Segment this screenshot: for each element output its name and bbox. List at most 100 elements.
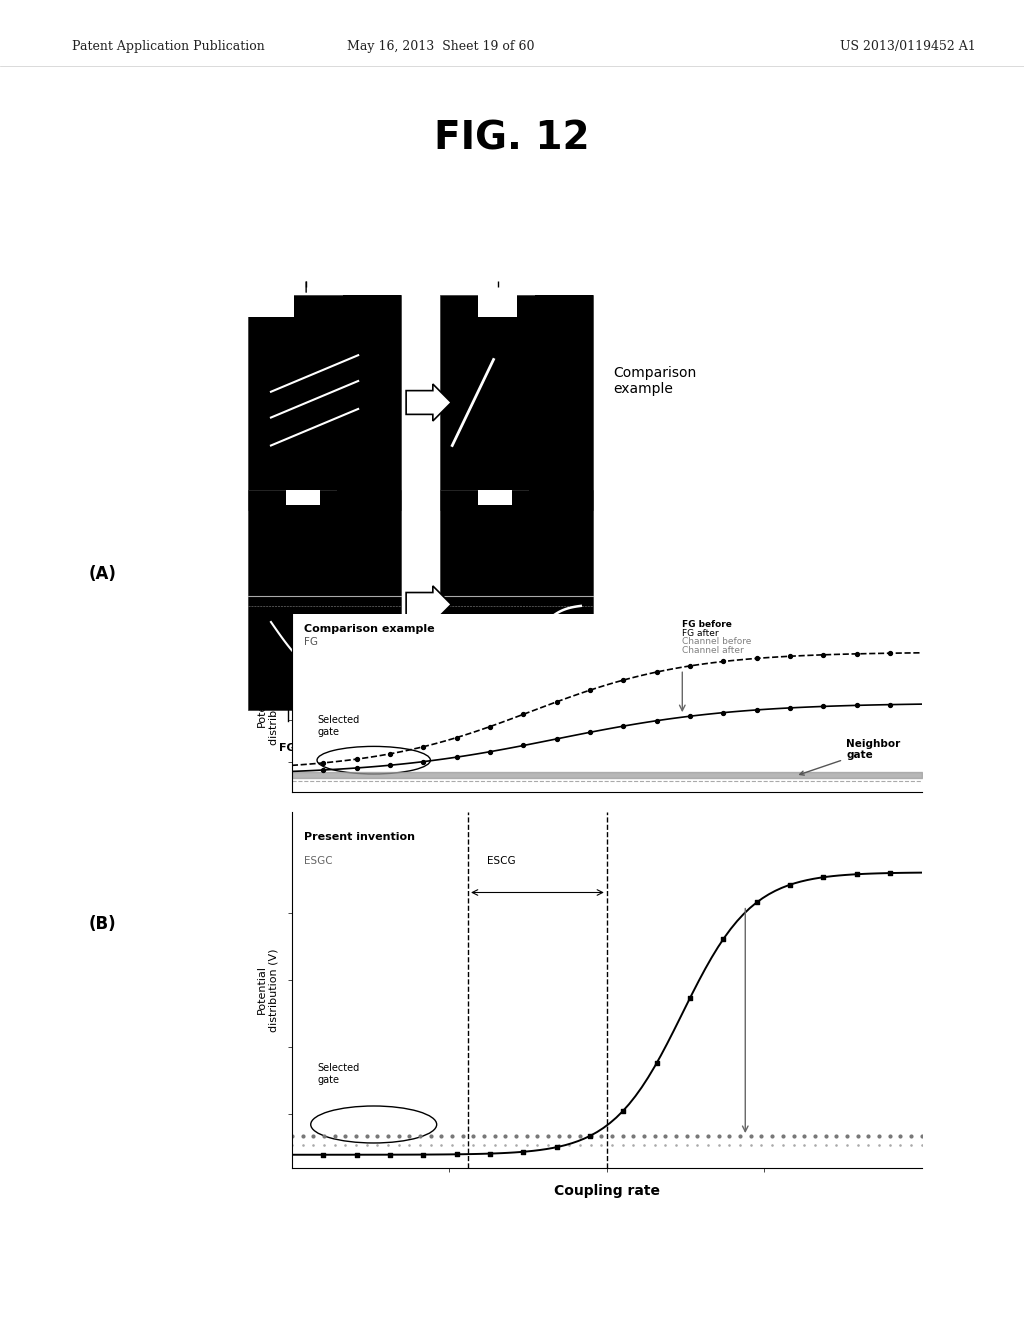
Point <box>401 1134 418 1155</box>
Point <box>390 1126 407 1147</box>
Point <box>849 863 865 884</box>
Point <box>294 1134 310 1155</box>
Point <box>561 1134 578 1155</box>
Y-axis label: Potential
distribution (V): Potential distribution (V) <box>257 948 279 1032</box>
Point <box>443 1134 460 1155</box>
Point <box>305 1126 322 1147</box>
Point <box>913 1126 930 1147</box>
Point <box>849 694 865 715</box>
Point <box>380 1126 396 1147</box>
Point <box>593 1126 609 1147</box>
Point <box>315 1126 332 1147</box>
Point <box>807 1126 823 1147</box>
Point <box>497 1134 513 1155</box>
Point <box>583 1126 599 1147</box>
Point <box>486 1126 503 1147</box>
Text: Selected
gate: Selected gate <box>317 1063 359 1085</box>
Point <box>315 759 332 780</box>
Point <box>390 1134 407 1155</box>
Point <box>668 1134 684 1155</box>
Point <box>482 715 499 737</box>
Point <box>849 643 865 664</box>
Bar <box>248 294 401 510</box>
Point <box>892 1126 908 1147</box>
Point <box>785 1126 802 1147</box>
Point <box>423 1134 439 1155</box>
Text: Selected
gate: Selected gate <box>317 715 359 737</box>
Text: FG before: FG before <box>682 620 732 630</box>
Point <box>882 1126 898 1147</box>
Point <box>636 1126 652 1147</box>
Point <box>529 1126 546 1147</box>
Point <box>742 1134 759 1155</box>
Point <box>682 987 698 1008</box>
Text: Present
invention: Present invention <box>613 618 678 648</box>
Point <box>615 669 632 690</box>
Point <box>782 697 799 718</box>
Point <box>549 729 565 750</box>
Point <box>551 1134 567 1155</box>
Point <box>305 1134 322 1155</box>
Bar <box>478 490 512 506</box>
Point <box>515 1142 531 1163</box>
Point <box>782 874 799 895</box>
Point <box>689 1134 706 1155</box>
Point <box>382 755 398 776</box>
Text: US 2013/0119452 A1: US 2013/0119452 A1 <box>840 40 976 53</box>
Text: Channel: Channel <box>317 743 368 752</box>
Point <box>774 1134 791 1155</box>
Point <box>327 1134 343 1155</box>
Bar <box>248 490 401 710</box>
Point <box>582 1126 598 1147</box>
Point <box>604 1134 621 1155</box>
Point <box>358 1134 375 1155</box>
Point <box>433 1134 450 1155</box>
Point <box>327 1126 343 1147</box>
Point <box>433 1126 450 1147</box>
Point <box>668 1126 684 1147</box>
Point <box>839 1126 855 1147</box>
Point <box>315 752 332 774</box>
Point <box>828 1134 845 1155</box>
Point <box>529 1134 546 1155</box>
Point <box>626 1134 642 1155</box>
Point <box>749 648 765 669</box>
Point <box>443 1126 460 1147</box>
Point <box>682 655 698 676</box>
Point <box>412 1126 428 1147</box>
Point <box>700 1134 717 1155</box>
Point <box>860 1134 877 1155</box>
Point <box>337 1126 353 1147</box>
Point <box>315 1134 332 1155</box>
Text: ESGC: ESGC <box>304 855 333 866</box>
Point <box>412 1134 428 1155</box>
Bar <box>337 490 401 510</box>
Point <box>561 1126 578 1147</box>
Bar <box>248 294 294 317</box>
Point <box>732 1126 749 1147</box>
Point <box>614 1126 631 1147</box>
Text: ESCG: ESCG <box>487 855 516 866</box>
Point <box>369 1134 385 1155</box>
Point <box>796 1134 812 1155</box>
FancyArrow shape <box>407 384 452 421</box>
Point <box>657 1134 674 1155</box>
Point <box>348 1126 365 1147</box>
Point <box>540 1126 556 1147</box>
Point <box>348 1134 365 1155</box>
Point <box>604 1126 621 1147</box>
Point <box>449 727 465 748</box>
Point <box>626 1126 642 1147</box>
Point <box>571 1126 588 1147</box>
Point <box>774 1126 791 1147</box>
Point <box>913 1134 930 1155</box>
Point <box>415 751 431 772</box>
Point <box>648 1052 665 1073</box>
Text: Patent Application Publication: Patent Application Publication <box>72 40 264 53</box>
Point <box>870 1126 887 1147</box>
Point <box>508 1126 524 1147</box>
Point <box>348 758 365 779</box>
Point <box>571 1134 588 1155</box>
Point <box>711 1134 727 1155</box>
Text: Comparison
example: Comparison example <box>613 366 696 396</box>
